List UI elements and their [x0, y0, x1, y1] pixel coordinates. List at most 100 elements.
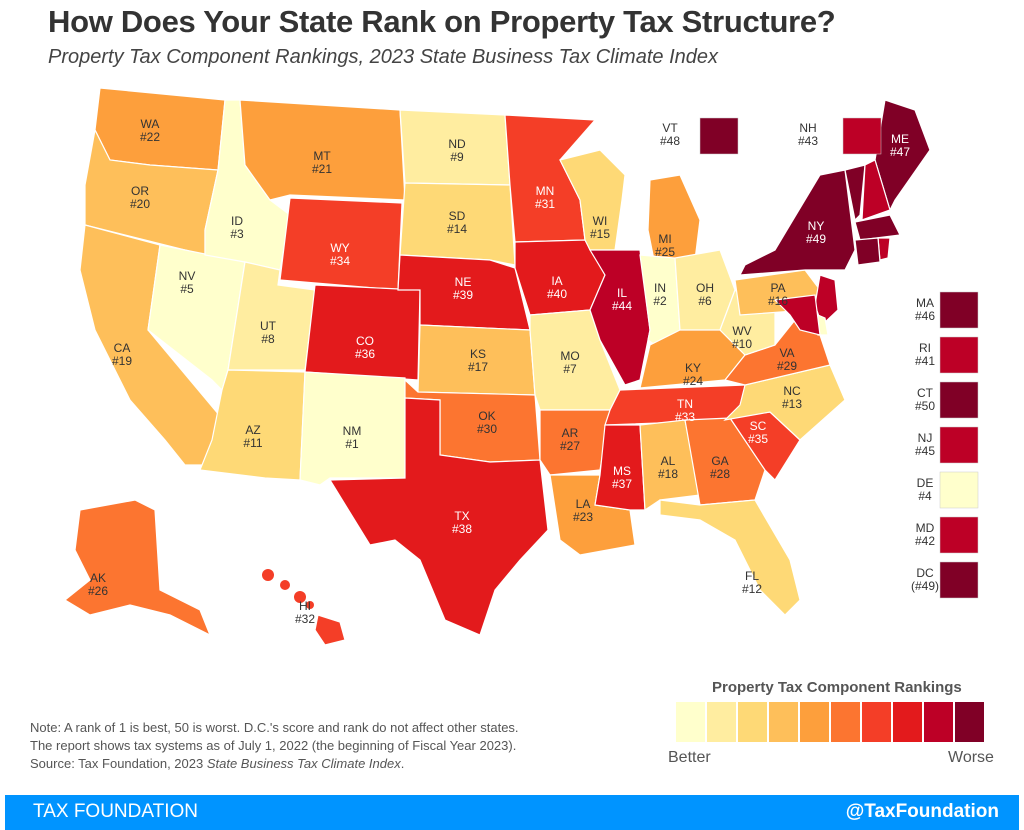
state-rank-ks: #17 [468, 360, 488, 374]
state-rank-nc: #13 [782, 397, 802, 411]
state-rank-tn: #33 [675, 410, 695, 424]
state-ga[interactable] [684, 417, 766, 506]
state-rank-ak: #26 [88, 584, 108, 598]
legend-swatch-5 [800, 702, 829, 742]
state-label-sd: SD [449, 209, 466, 223]
legend-swatch-8 [893, 702, 922, 742]
state-rank-id: #3 [230, 227, 244, 241]
state-rank-wy: #34 [330, 254, 350, 268]
source-suffix: . [400, 756, 405, 771]
state-co[interactable] [304, 284, 421, 381]
state-label-mo: MO [560, 349, 579, 363]
footer-handle[interactable]: @TaxFoundation [845, 801, 999, 822]
state-label-mt: MT [313, 149, 331, 163]
legend-swatch-2 [707, 702, 736, 742]
callout-swatch-de[interactable] [939, 471, 979, 509]
chart-subtitle: Property Tax Component Rankings, 2023 St… [48, 46, 718, 68]
state-rank-nh: #43 [798, 134, 818, 148]
state-rank-oh: #6 [698, 294, 712, 308]
state-label-nh: NH [799, 121, 816, 135]
callout-swatch-nj[interactable] [939, 426, 979, 464]
hawaii-island-4 [306, 601, 314, 609]
state-ma[interactable] [854, 214, 901, 241]
state-ar[interactable] [539, 409, 611, 476]
legend-swatch-4 [769, 702, 798, 742]
state-wa[interactable] [94, 87, 226, 171]
state-rank-az: #11 [243, 436, 262, 450]
state-rank-fl: #12 [742, 582, 762, 596]
state-ct[interactable] [854, 237, 881, 266]
state-rank-mo: #7 [563, 362, 577, 376]
state-al[interactable] [639, 419, 701, 512]
state-nh[interactable] [861, 159, 891, 221]
legend-swatch-3 [738, 702, 767, 742]
state-rank-hi: #32 [295, 612, 315, 626]
state-ny[interactable] [738, 169, 856, 276]
state-label-ne: NE [455, 275, 472, 289]
state-rank-tx: #38 [452, 522, 472, 536]
callout-swatch-vt[interactable] [699, 117, 739, 155]
state-tx[interactable] [328, 397, 549, 636]
state-rank-dc: (#49) [911, 579, 939, 593]
state-rank-ne: #39 [453, 288, 473, 302]
callout-swatch-nh[interactable] [842, 117, 882, 155]
state-rank-mn: #31 [535, 197, 555, 211]
state-label-id: ID [231, 214, 243, 228]
state-label-in: IN [654, 281, 666, 295]
state-rank-ri: #41 [915, 354, 935, 368]
note-line-1: Note: A rank of 1 is best, 50 is worst. … [30, 720, 519, 735]
state-md[interactable] [773, 294, 821, 336]
source-prefix: Source: Tax Foundation, 2023 [30, 756, 207, 771]
us-choropleth-map: WA#22OR#20CA#19NV#5ID#3MT#21WY#34UT#8AZ#… [63, 87, 979, 646]
chart-title: How Does Your State Rank on Property Tax… [48, 4, 836, 39]
legend-swatch-6 [831, 702, 860, 742]
state-label-md: MD [916, 521, 935, 535]
state-rank-sc: #35 [748, 432, 768, 446]
state-label-or: OR [131, 184, 149, 198]
callout-swatch-ma[interactable] [939, 291, 979, 329]
state-label-ny: NY [808, 219, 825, 233]
state-nm[interactable] [299, 371, 406, 486]
state-rank-ut: #8 [261, 332, 275, 346]
callout-swatch-ct[interactable] [939, 381, 979, 419]
footer-brand: TAX FOUNDATION [33, 801, 199, 822]
state-label-ak: AK [90, 571, 106, 585]
state-label-ga: GA [711, 454, 728, 468]
state-rank-wv: #10 [732, 337, 752, 351]
state-label-ky: KY [685, 361, 701, 375]
state-rank-ia: #40 [547, 287, 567, 301]
state-label-tx: TX [454, 509, 469, 523]
state-sd[interactable] [399, 182, 516, 266]
callout-swatch-dc[interactable] [939, 561, 979, 599]
state-label-ct: CT [917, 386, 934, 400]
state-rank-sd: #14 [447, 222, 467, 236]
state-label-ok: OK [478, 409, 495, 423]
state-rank-ny: #49 [806, 232, 826, 246]
source-title: State Business Tax Climate Index [206, 756, 401, 771]
note-line-2: The report shows tax systems as of July … [30, 738, 517, 753]
state-label-wy: WY [330, 241, 349, 255]
state-rank-la: #23 [573, 510, 593, 524]
state-ak[interactable] [63, 499, 212, 637]
state-rank-wa: #22 [140, 130, 160, 144]
state-nc[interactable] [723, 364, 846, 441]
state-rank-mi: #25 [655, 245, 675, 259]
legend-better-label: Better [668, 749, 711, 766]
footer-bar: TAX FOUNDATION @TaxFoundation [5, 795, 1019, 830]
state-label-nd: ND [448, 137, 466, 151]
state-label-la: LA [576, 497, 591, 511]
state-vt[interactable] [844, 164, 866, 222]
state-rank-va: #29 [777, 359, 797, 373]
state-label-ca: CA [114, 341, 131, 355]
state-rank-me: #47 [890, 145, 910, 159]
state-fl[interactable] [659, 499, 801, 616]
state-rank-or: #20 [130, 197, 150, 211]
legend-swatch-7 [862, 702, 891, 742]
state-rank-al: #18 [658, 467, 678, 481]
callout-swatch-md[interactable] [939, 516, 979, 554]
legend-title: Property Tax Component Rankings [712, 679, 962, 696]
state-rank-pa: #16 [768, 294, 788, 308]
state-label-dc: DC [916, 566, 934, 580]
callout-swatch-ri[interactable] [939, 336, 979, 374]
state-hi[interactable] [314, 614, 346, 646]
